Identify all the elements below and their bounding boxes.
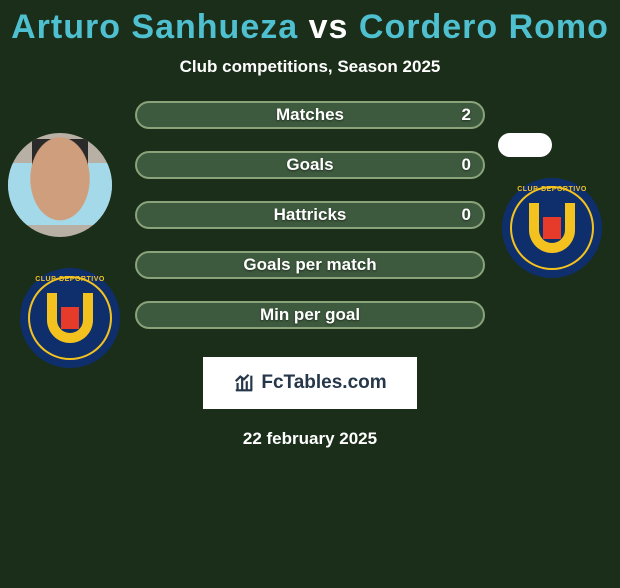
date-text: 22 february 2025	[0, 429, 620, 449]
stat-value-p1: 0	[462, 205, 471, 225]
title-p1: Arturo Sanhueza	[11, 8, 298, 46]
player1-club-badge: CLUB DEPORTIVO	[20, 268, 120, 368]
stat-label: Goals per match	[137, 255, 483, 275]
stat-row: Matches 2	[135, 101, 485, 129]
subtitle: Club competitions, Season 2025	[0, 57, 620, 77]
title-vs: vs	[309, 8, 349, 46]
stat-label: Matches	[137, 105, 483, 125]
stat-value-p1: 0	[462, 155, 471, 175]
brand-text: FcTables.com	[261, 372, 386, 394]
title-p2: Cordero Romo	[359, 8, 609, 46]
player2-club-badge: CLUB DEPORTIVO	[502, 178, 602, 278]
player2-strip	[498, 133, 552, 157]
stat-row: Min per goal	[135, 301, 485, 329]
player1-avatar	[8, 133, 112, 237]
chart-icon	[233, 372, 255, 394]
stat-value-p1: 2	[462, 105, 471, 125]
page-title: Arturo Sanhueza vs Cordero Romo	[0, 8, 620, 47]
stat-label: Goals	[137, 155, 483, 175]
stat-label: Min per goal	[137, 305, 483, 325]
stat-row: Goals 0	[135, 151, 485, 179]
stat-row: Hattricks 0	[135, 201, 485, 229]
stat-row: Goals per match	[135, 251, 485, 279]
stat-rows: Matches 2 Goals 0 Hattricks 0 Goals per …	[135, 101, 485, 329]
brand-box: FcTables.com	[203, 357, 417, 409]
stat-label: Hattricks	[137, 205, 483, 225]
